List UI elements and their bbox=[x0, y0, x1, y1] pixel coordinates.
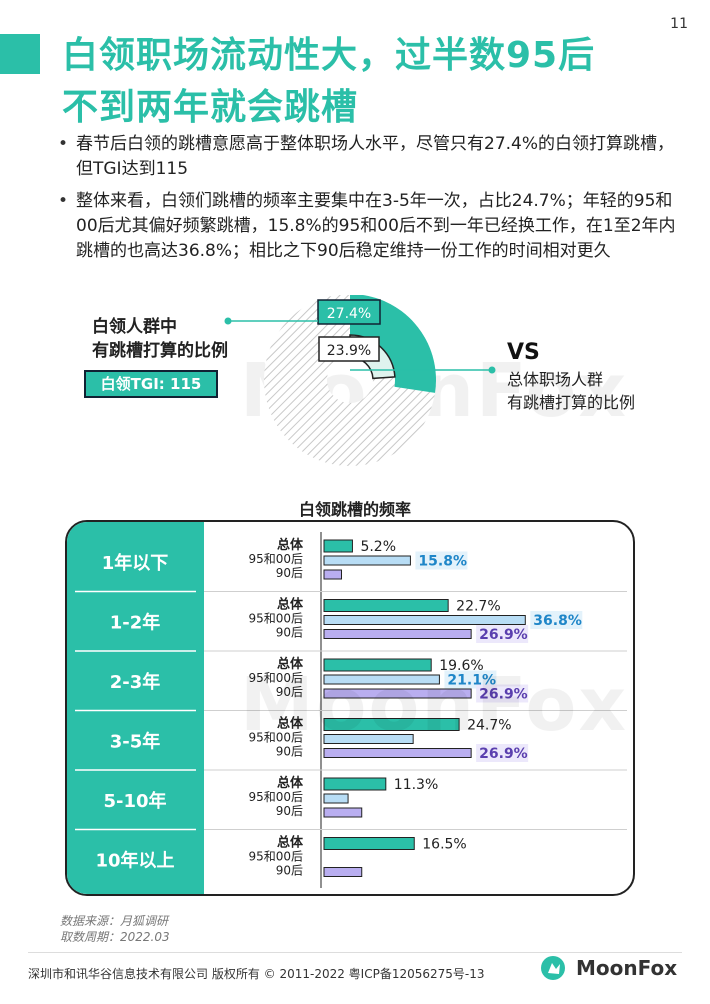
series-name-label: 95和00后 bbox=[248, 850, 303, 864]
page-title: 白领职场流动性大，过半数95后 不到两年就会跳槽 bbox=[62, 30, 682, 134]
series-name-label: 90后 bbox=[276, 566, 303, 580]
bar bbox=[323, 777, 387, 791]
bar bbox=[323, 734, 414, 744]
bar bbox=[323, 615, 526, 625]
series-name-label: 90后 bbox=[276, 745, 303, 759]
title-line-1: 白领职场流动性大，过半数95后 bbox=[62, 35, 596, 76]
category-label: 5-10年 bbox=[103, 790, 166, 812]
inner-value-text: 23.9% bbox=[327, 343, 371, 359]
data-label-background bbox=[415, 551, 468, 570]
series-name-label: 95和00后 bbox=[248, 552, 303, 566]
inner-label-box bbox=[318, 336, 380, 362]
data-label-background bbox=[476, 684, 529, 703]
title-line-2: 不到两年就会跳槽 bbox=[62, 87, 359, 128]
series-name-label: 90后 bbox=[276, 685, 303, 699]
bar bbox=[323, 748, 472, 758]
data-label: 15.8% bbox=[418, 554, 467, 570]
brand-name: MoonFox bbox=[576, 956, 678, 980]
data-label-background bbox=[476, 744, 529, 762]
bar bbox=[323, 629, 472, 639]
series-name-label: 95和00后 bbox=[248, 671, 303, 685]
watermark-bottom: MoonFox bbox=[240, 662, 629, 748]
donut-left-label: 白领人群中 有跳槽打算的比例 bbox=[92, 315, 228, 363]
source-line-2: 取数周期：2022.03 bbox=[60, 930, 170, 944]
chart-title: 白领跳槽的频率 bbox=[298, 500, 411, 519]
series-name-label: 90后 bbox=[276, 626, 303, 640]
data-label: 24.7% bbox=[467, 718, 511, 734]
bar bbox=[323, 807, 363, 818]
brand-logo: MoonFox bbox=[540, 955, 677, 981]
title-accent-bar bbox=[0, 34, 40, 74]
category-label: 3-5年 bbox=[110, 730, 161, 752]
data-label-background bbox=[530, 611, 583, 629]
frequency-panel: 1年以下 总体 95和00后 90后 5.2% 15.8% 1-2年 总体 95和00后 90后 2… bbox=[65, 520, 635, 896]
bar bbox=[323, 837, 415, 850]
frequency-bar-chart: 1年以下总体95和00后90后5.2%15.8%1-2年总体95和00后90后2… bbox=[67, 522, 627, 894]
outer-label-box bbox=[317, 299, 381, 325]
copyright: 深圳市和讯华谷信息技术有限公司 版权所有 © 2011-2022 粤ICP备12… bbox=[28, 967, 485, 981]
bar bbox=[323, 718, 460, 731]
outer-value-text: 27.4% bbox=[327, 306, 371, 322]
donut-right-label: 总体职场人群 有跳槽打算的比例 bbox=[507, 368, 635, 414]
bar bbox=[323, 569, 343, 580]
series-name-label: 95和00后 bbox=[248, 612, 303, 626]
donut-section: 27.4% 23.9% 白领人群中 有跳槽打算的比例 白领TGI: 115 VS … bbox=[0, 295, 710, 475]
data-label: 19.6% bbox=[439, 658, 483, 674]
bullet-list: 春节后白领的跳槽意愿高于整体职场人水平，尽管只有27.4%的白领打算跳槽，但TG… bbox=[58, 132, 678, 271]
left-label-line-2: 有跳槽打算的比例 bbox=[92, 341, 228, 361]
series-name-label: 90后 bbox=[276, 804, 303, 818]
data-label: 22.7% bbox=[456, 599, 500, 615]
left-label-line-1: 白领人群中 bbox=[92, 317, 177, 337]
series-name-label: 95和00后 bbox=[248, 731, 303, 745]
page-number: 11 bbox=[670, 16, 688, 32]
series-name-label: 总体 bbox=[277, 597, 304, 613]
bar bbox=[323, 599, 449, 612]
bar bbox=[323, 674, 440, 685]
series-name-label: 总体 bbox=[277, 835, 304, 851]
data-label: 26.9% bbox=[479, 627, 528, 643]
right-label-line-2: 有跳槽打算的比例 bbox=[507, 393, 636, 412]
series-name-label: 总体 bbox=[277, 775, 304, 791]
data-label: 26.9% bbox=[479, 746, 528, 762]
category-label: 10年以上 bbox=[95, 849, 174, 871]
category-label: 1年以下 bbox=[102, 552, 169, 574]
category-label: 2-3年 bbox=[110, 671, 161, 693]
data-label: 26.9% bbox=[479, 687, 528, 703]
category-label: 1-2年 bbox=[110, 611, 161, 633]
series-name-label: 95和00后 bbox=[248, 790, 303, 804]
data-label-background bbox=[444, 670, 497, 689]
donut-chart: 27.4% 23.9% bbox=[224, 295, 496, 466]
series-name-label: 总体 bbox=[277, 537, 304, 553]
series-name-label: 90后 bbox=[276, 864, 303, 878]
source-line-1: 数据来源：月狐调研 bbox=[60, 914, 169, 928]
inner-value-label: 23.9% bbox=[318, 336, 380, 362]
bar bbox=[323, 555, 411, 566]
data-label: 11.3% bbox=[394, 777, 438, 793]
data-label: 36.8% bbox=[533, 613, 582, 629]
bar bbox=[323, 688, 472, 699]
bar bbox=[323, 867, 363, 877]
bar bbox=[323, 539, 353, 553]
category-column bbox=[67, 522, 204, 894]
tgi-badge: 白领TGI: 115 bbox=[84, 370, 218, 398]
series-name-label: 总体 bbox=[277, 716, 304, 732]
data-label-background bbox=[476, 625, 529, 643]
bullet-item: 整体来看，白领们跳槽的频率主要集中在3-5年一次，占比24.7%；年轻的95和0… bbox=[58, 189, 678, 264]
vs-label: VS bbox=[507, 340, 540, 365]
outer-value-label: 27.4% bbox=[317, 299, 381, 325]
data-label: 5.2% bbox=[360, 539, 396, 555]
right-label-line-1: 总体职场人群 bbox=[507, 370, 604, 389]
bar bbox=[323, 793, 349, 804]
source-note: 数据来源：月狐调研 取数周期：2022.03 bbox=[60, 913, 170, 945]
series-name-label: 总体 bbox=[277, 656, 304, 672]
moonfox-logo-icon bbox=[541, 956, 565, 980]
footer-divider bbox=[28, 952, 682, 953]
bar bbox=[323, 658, 432, 672]
data-label: 16.5% bbox=[422, 837, 466, 853]
bullet-item: 春节后白领的跳槽意愿高于整体职场人水平，尽管只有27.4%的白领打算跳槽，但TG… bbox=[58, 132, 678, 182]
